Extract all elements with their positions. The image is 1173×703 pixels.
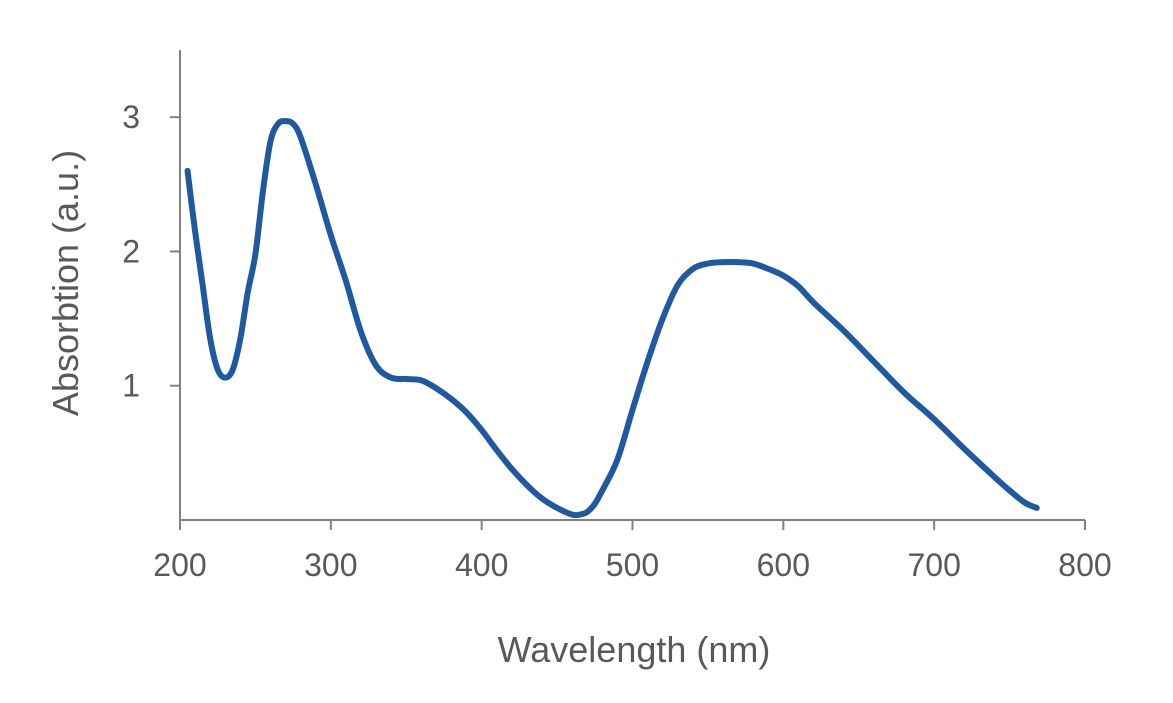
ticks: 200 300 400 500 600 700 800 1 2 3: [122, 99, 1111, 583]
series-line-0: [184, 118, 1040, 519]
y-tick-label: 2: [122, 233, 140, 269]
y-tick-label: 3: [122, 99, 140, 135]
x-tick-label: 600: [757, 547, 810, 583]
x-tick-label: 700: [907, 547, 960, 583]
y-axis-title: Absorbtion (a.u.): [45, 150, 86, 416]
x-tick-label: 300: [304, 547, 357, 583]
y-tick-label: 1: [122, 368, 140, 404]
series-group: [184, 118, 1040, 519]
axes: [179, 50, 1085, 521]
x-tick-label: 800: [1058, 547, 1111, 583]
x-tick-label: 500: [606, 547, 659, 583]
x-axis-title: Wavelength (nm): [498, 629, 771, 670]
x-tick-label: 400: [455, 547, 508, 583]
x-tick-label: 200: [153, 547, 206, 583]
